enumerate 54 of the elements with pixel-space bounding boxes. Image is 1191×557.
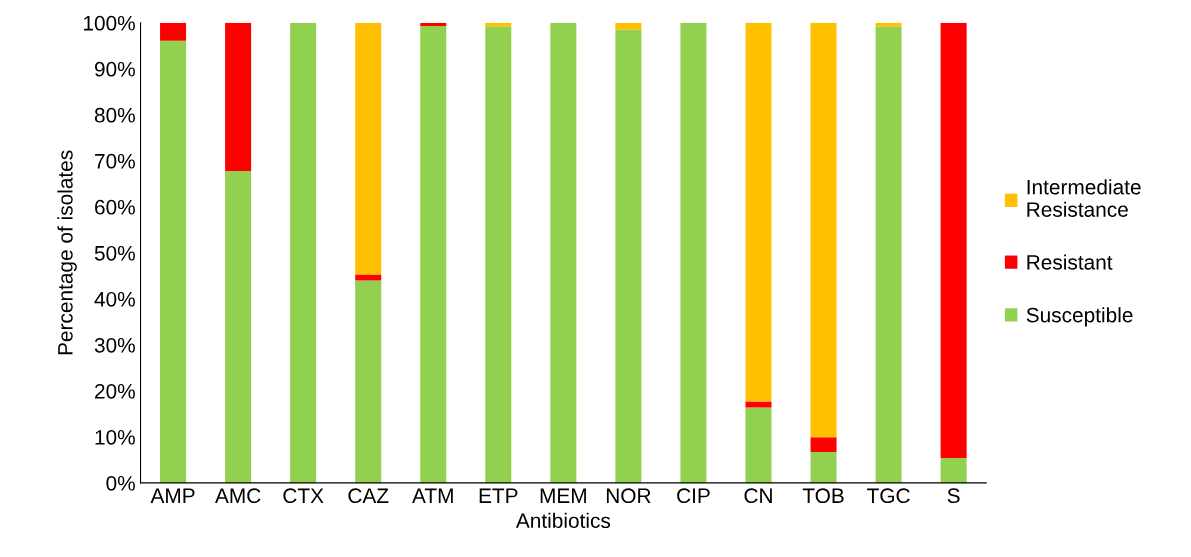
x-tick-label: CIP xyxy=(677,488,710,504)
x-tick-label: TOB xyxy=(802,488,844,504)
x-tick-label: NOR xyxy=(606,488,651,504)
bar xyxy=(940,458,967,483)
x-tick-label: CN xyxy=(744,488,772,504)
bar xyxy=(420,26,447,483)
y-tick-label: 60% xyxy=(95,199,135,215)
bar xyxy=(160,22,187,41)
legend-label: Intermediate Resistance xyxy=(1027,179,1141,217)
y-tick-label: 70% xyxy=(95,153,135,169)
x-tick-label: ETP xyxy=(479,488,518,503)
bar xyxy=(420,22,447,27)
bar xyxy=(225,22,252,171)
legend-label: Resistant xyxy=(1027,254,1113,270)
legend-label: Susceptible xyxy=(1026,307,1133,327)
y-tick-label: 20% xyxy=(95,383,135,399)
x-tick-label: ATM xyxy=(412,488,453,503)
x-tick-label: TGC xyxy=(867,488,910,504)
bar xyxy=(160,40,187,483)
bar xyxy=(745,22,772,402)
bar xyxy=(485,22,512,27)
bar xyxy=(875,22,902,27)
bar xyxy=(745,401,772,408)
y-tick-label: 40% xyxy=(94,291,135,307)
x-tick-label: AMC xyxy=(215,488,261,504)
bar xyxy=(225,170,252,483)
bar xyxy=(810,22,837,438)
x-tick-label: CTX xyxy=(283,488,324,504)
bar xyxy=(615,22,642,30)
y-tick-label: 10% xyxy=(95,429,135,445)
y-tick-label: 90% xyxy=(94,61,135,77)
bar xyxy=(290,22,317,483)
bar xyxy=(680,22,707,483)
y-tick-label: 0% xyxy=(106,475,135,491)
bar xyxy=(355,22,382,275)
bar xyxy=(940,22,967,459)
x-tick-label: MEM xyxy=(540,488,586,503)
y-tick-label: 100% xyxy=(83,15,135,31)
y-tick-label: 80% xyxy=(94,107,135,123)
bar xyxy=(875,26,902,483)
bar xyxy=(485,26,512,483)
y-tick-label: 30% xyxy=(94,337,135,353)
bar xyxy=(810,437,837,453)
bar xyxy=(615,29,642,483)
bar xyxy=(810,452,837,483)
y-axis-title: Percentage of isolates xyxy=(57,150,77,355)
bar xyxy=(550,22,577,483)
x-tick-label: S xyxy=(947,488,960,504)
y-tick-label: 50% xyxy=(94,245,135,261)
bar xyxy=(745,407,772,483)
x-tick-label: AMP xyxy=(150,488,195,503)
x-tick-label: CAZ xyxy=(348,488,389,504)
bar xyxy=(355,280,382,483)
x-axis-title: Antibiotics xyxy=(515,512,611,529)
